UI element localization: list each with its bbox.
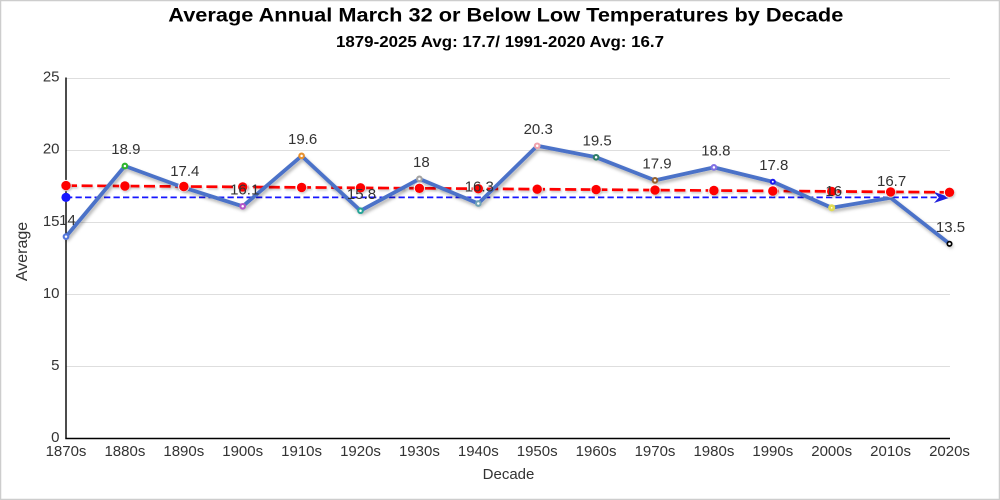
- svg-text:1890s: 1890s: [163, 443, 204, 460]
- svg-text:13.5: 13.5: [936, 219, 965, 236]
- svg-text:1880s: 1880s: [104, 443, 145, 460]
- svg-text:16: 16: [825, 183, 842, 200]
- svg-text:1879-2025 Avg: 17.7/ 1991-2020: 1879-2025 Avg: 17.7/ 1991-2020 Avg: 16.7: [336, 34, 664, 51]
- svg-text:2020s: 2020s: [929, 443, 970, 460]
- svg-text:10: 10: [43, 285, 60, 302]
- svg-text:Average Annual March 32 or Bel: Average Annual March 32 or Below Low Tem…: [168, 4, 843, 26]
- svg-text:1960s: 1960s: [576, 443, 617, 460]
- svg-text:Average: Average: [14, 222, 31, 281]
- svg-text:1940s: 1940s: [458, 443, 499, 460]
- svg-text:19.5: 19.5: [582, 133, 611, 150]
- svg-text:5: 5: [51, 357, 59, 374]
- svg-text:15.8: 15.8: [347, 186, 376, 203]
- svg-text:0: 0: [51, 429, 59, 446]
- svg-text:16.7: 16.7: [877, 173, 906, 190]
- svg-text:1990s: 1990s: [752, 443, 793, 460]
- svg-text:16.3: 16.3: [465, 179, 494, 196]
- svg-text:20.3: 20.3: [524, 121, 553, 138]
- svg-text:19.6: 19.6: [288, 131, 317, 148]
- svg-text:1900s: 1900s: [222, 443, 263, 460]
- svg-text:15: 15: [43, 213, 60, 230]
- svg-text:1910s: 1910s: [281, 443, 322, 460]
- svg-text:25: 25: [43, 69, 60, 86]
- svg-text:17.4: 17.4: [170, 163, 199, 180]
- svg-text:1930s: 1930s: [399, 443, 440, 460]
- svg-text:Decade: Decade: [483, 466, 535, 483]
- svg-text:17.8: 17.8: [759, 157, 788, 174]
- svg-text:20: 20: [43, 141, 60, 158]
- svg-text:1970s: 1970s: [635, 443, 676, 460]
- svg-text:18.9: 18.9: [111, 141, 140, 158]
- svg-text:14: 14: [59, 212, 76, 229]
- svg-text:1920s: 1920s: [340, 443, 381, 460]
- svg-text:1980s: 1980s: [693, 443, 734, 460]
- svg-text:2010s: 2010s: [870, 443, 911, 460]
- svg-text:16.1: 16.1: [230, 182, 259, 199]
- svg-text:17.9: 17.9: [642, 156, 671, 173]
- svg-text:2000s: 2000s: [811, 443, 852, 460]
- svg-text:18.8: 18.8: [701, 143, 730, 160]
- svg-text:1870s: 1870s: [46, 443, 87, 460]
- svg-text:18: 18: [413, 154, 430, 171]
- svg-text:1950s: 1950s: [517, 443, 558, 460]
